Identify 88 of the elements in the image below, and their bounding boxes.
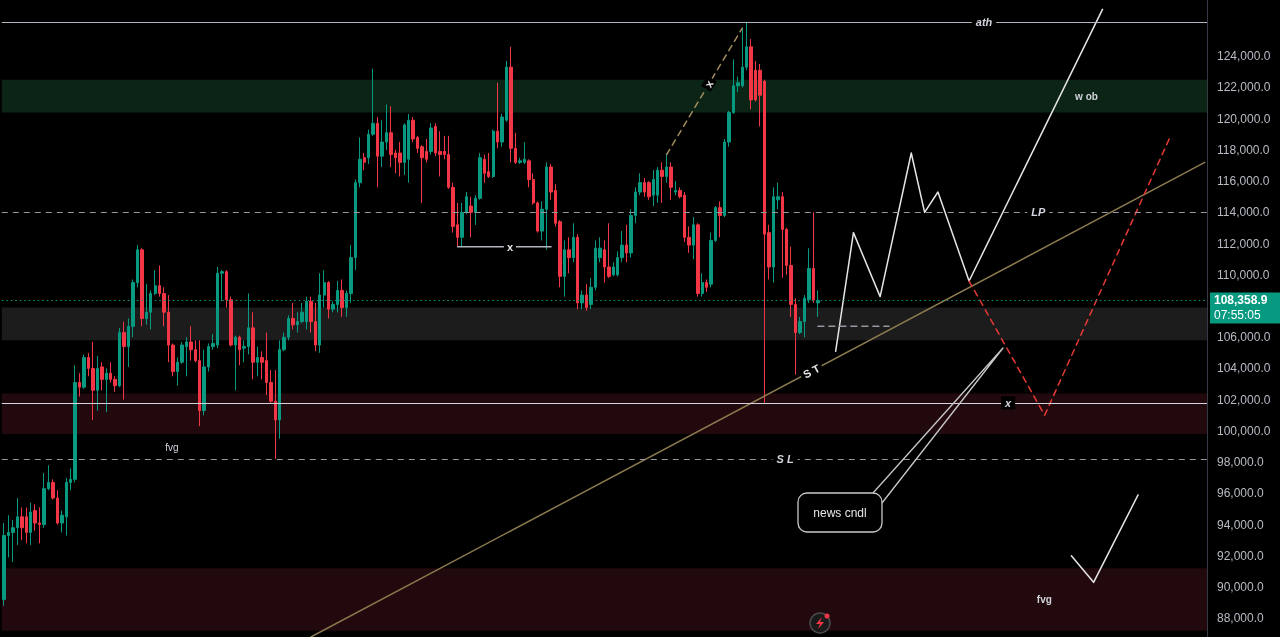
y-tick-label: 94,000.0 <box>1217 517 1265 532</box>
candlestick <box>91 341 95 421</box>
candlestick <box>118 327 121 388</box>
candlestick <box>20 506 24 541</box>
y-tick-label: 116,000.0 <box>1217 174 1270 189</box>
candlestick <box>154 269 157 296</box>
candlestick <box>509 46 513 163</box>
candlestick <box>665 152 668 184</box>
candlestick <box>660 161 664 204</box>
candlestick <box>585 283 588 312</box>
candlestick <box>576 233 579 310</box>
candlestick <box>812 211 815 304</box>
candlestick <box>483 154 486 184</box>
y-tick-label: 92,000.0 <box>1217 548 1265 563</box>
y-tick-label: 112,000.0 <box>1217 236 1270 251</box>
candlestick <box>696 222 700 298</box>
ref-line-label: LP <box>1031 206 1046 219</box>
y-tick-label: 110,000.0 <box>1217 267 1270 282</box>
y-tick-label: 114,000.0 <box>1217 205 1270 220</box>
candlestick <box>465 191 468 215</box>
ref-line-label: S L <box>776 453 795 466</box>
text: S T <box>801 361 823 381</box>
candlestick <box>669 161 673 201</box>
candlestick <box>251 311 255 380</box>
candlestick <box>256 346 259 377</box>
ref-line-label: ath <box>975 15 993 28</box>
series-label: x <box>506 240 514 253</box>
ref-line-label: x <box>1004 396 1013 409</box>
candlestick <box>705 278 708 293</box>
candlestick <box>376 116 379 188</box>
y-tick-label: 100,000.0 <box>1217 423 1271 438</box>
candlestick <box>140 247 144 327</box>
y-tick-label: 96,000.0 <box>1217 486 1265 501</box>
text: x <box>702 77 717 90</box>
candlestick <box>496 82 499 149</box>
candlestick <box>492 129 495 179</box>
candlestick <box>100 361 104 391</box>
candlestick <box>572 222 575 263</box>
candlestick <box>82 353 86 390</box>
candlestick <box>189 325 193 362</box>
candlestick <box>398 141 402 177</box>
candlestick <box>749 38 753 110</box>
candlestick <box>29 502 32 546</box>
candlestick <box>652 169 655 207</box>
y-tick-label: 118,000.0 <box>1217 142 1270 157</box>
y-tick-label: 124,000.0 <box>1217 49 1271 64</box>
candlestick <box>701 272 704 298</box>
candlestick <box>647 180 651 201</box>
candlestick <box>105 367 108 413</box>
y-tick-label: 122,000.0 <box>1217 80 1271 95</box>
line-series <box>834 8 1104 353</box>
band-label: fvg <box>1036 594 1052 606</box>
candlestick <box>78 372 81 398</box>
candlestick <box>122 321 126 401</box>
text: 07:55:05 <box>1214 308 1262 323</box>
y-tick-label: 102,000.0 <box>1217 392 1271 407</box>
candlestick <box>469 196 473 238</box>
candlestick <box>460 202 464 248</box>
candlestick <box>625 224 628 263</box>
candlestick <box>407 113 410 184</box>
candlestick <box>692 216 695 260</box>
candlestick <box>429 122 433 156</box>
candlestick <box>198 339 201 427</box>
annotation: news cndl <box>813 506 867 520</box>
candlestick <box>96 355 99 412</box>
y-tick-label: 106,000.0 <box>1217 330 1271 345</box>
y-tick-label: 120,000.0 <box>1217 111 1271 126</box>
candlestick <box>656 166 659 204</box>
candlestick <box>563 239 566 298</box>
candlestick <box>238 335 241 366</box>
candlestick <box>291 302 295 330</box>
ref-line-label: 108,358.9 <box>1214 293 1268 308</box>
candlestick <box>781 191 784 279</box>
candlestick <box>607 222 611 279</box>
candlestick <box>718 200 722 238</box>
candlestick <box>567 236 571 274</box>
y-tick-label: 98,000.0 <box>1217 455 1265 470</box>
candlestick <box>327 280 330 319</box>
candlestick <box>487 152 490 179</box>
y-tick-label: 104,000.0 <box>1217 361 1271 376</box>
y-tick-label: 88,000.0 <box>1217 611 1265 626</box>
annotation: fvg <box>165 441 179 453</box>
candlestick <box>234 335 237 391</box>
band-label: w ob <box>1074 90 1098 102</box>
candlestick <box>363 152 366 171</box>
candlestick <box>674 180 677 196</box>
candlestick <box>340 278 344 318</box>
y-tick-label: 90,000.0 <box>1217 580 1265 595</box>
